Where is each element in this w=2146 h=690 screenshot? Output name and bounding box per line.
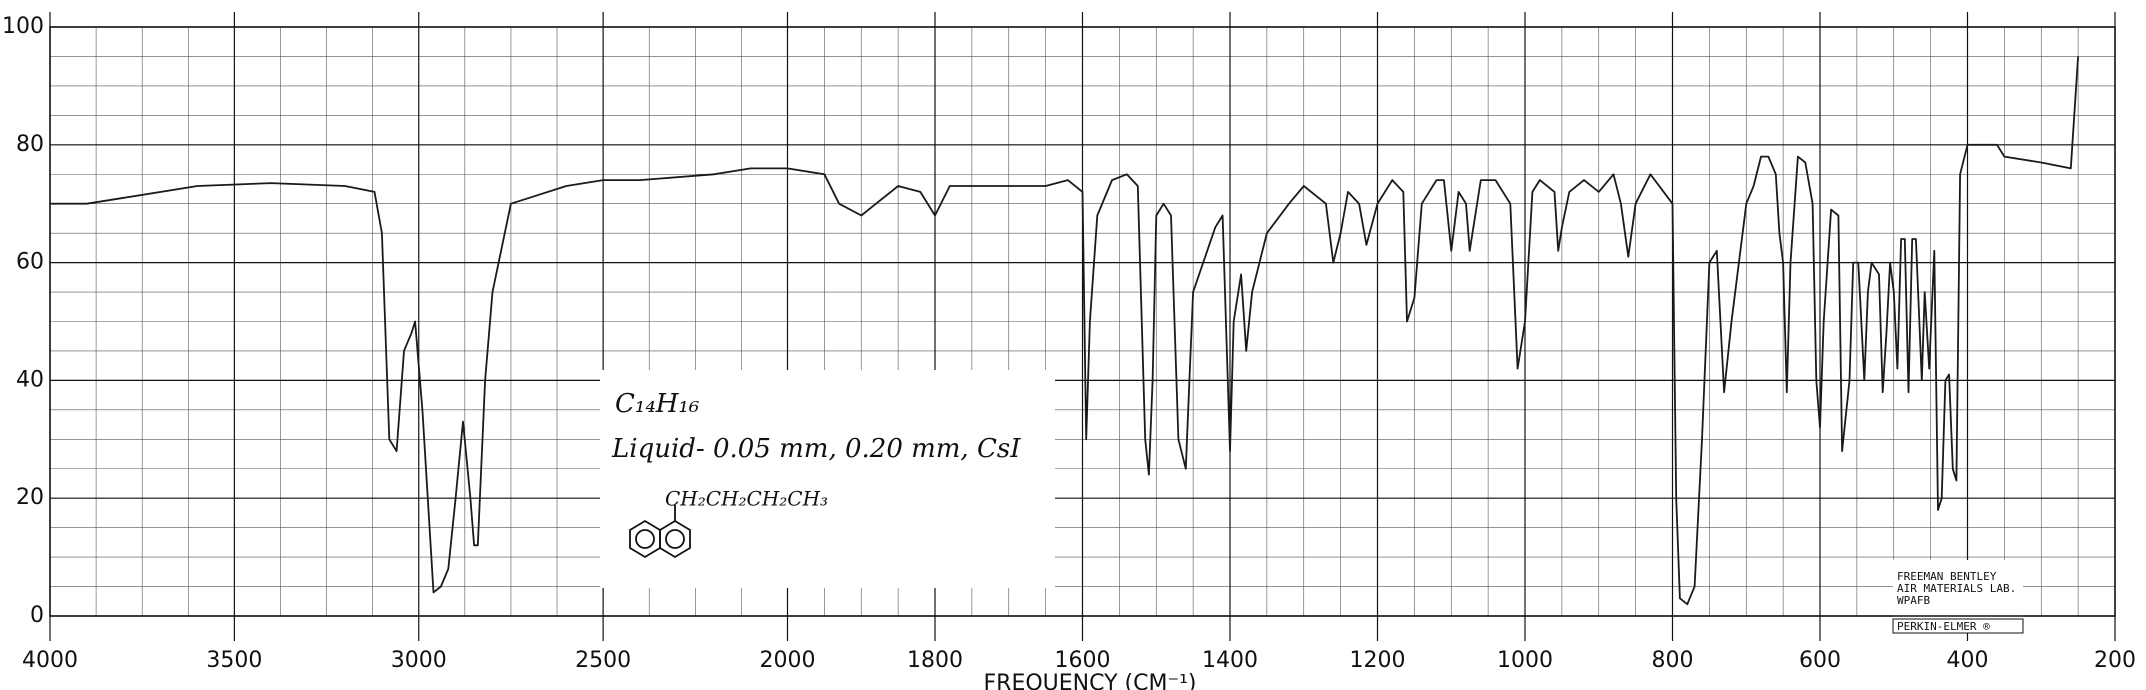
x-tick-label: 3000 (391, 648, 447, 673)
lab-line: FREEMAN BENTLEY (1897, 570, 1997, 583)
sample-note: Liquid- 0.05 mm, 0.20 mm, CsI (611, 434, 1021, 464)
major-grid (49, 12, 2116, 641)
x-tick-label: 1000 (1497, 648, 1553, 673)
x-tick-label: 400 (1947, 648, 1989, 673)
x-tick-label: 2000 (760, 648, 816, 673)
x-tick-label: 2500 (575, 648, 631, 673)
substituent: CH₂CH₂CH₂CH₃ (665, 487, 828, 511)
y-tick-label: 100 (2, 14, 44, 39)
note-box (600, 370, 1055, 588)
y-tick-label: 0 (30, 603, 44, 628)
x-tick-label: 200 (2094, 648, 2136, 673)
x-tick-label: 1800 (907, 648, 963, 673)
y-tick-label: 60 (16, 250, 44, 275)
brand-box (1892, 618, 2024, 634)
y-tick-label: 20 (16, 485, 44, 510)
x-tick-label: 1400 (1202, 648, 1258, 673)
x-tick-label: 1600 (1055, 648, 1111, 673)
spectrum-line (50, 56, 2079, 606)
x-axis-label: FREQUENCY (CM⁻¹) (984, 671, 1197, 690)
x-tick-label: 3500 (206, 648, 262, 673)
lab-line: WPAFB (1897, 594, 1930, 607)
plot-frame (49, 26, 2116, 617)
x-tick-label: 1200 (1350, 648, 1406, 673)
naphthalene (629, 505, 691, 559)
lab-line: AIR MATERIALS LAB. (1897, 582, 2016, 595)
x-tick-label: 800 (1652, 648, 1694, 673)
y-tick-label: 80 (16, 132, 44, 157)
y-tick-label: 40 (16, 367, 44, 392)
x-tick-label: 600 (1799, 648, 1841, 673)
brand: PERKIN-ELMER ® (1897, 620, 1990, 633)
x-tick-label: 4000 (22, 648, 78, 673)
formula: C₁₄H₁₆ (615, 389, 699, 419)
